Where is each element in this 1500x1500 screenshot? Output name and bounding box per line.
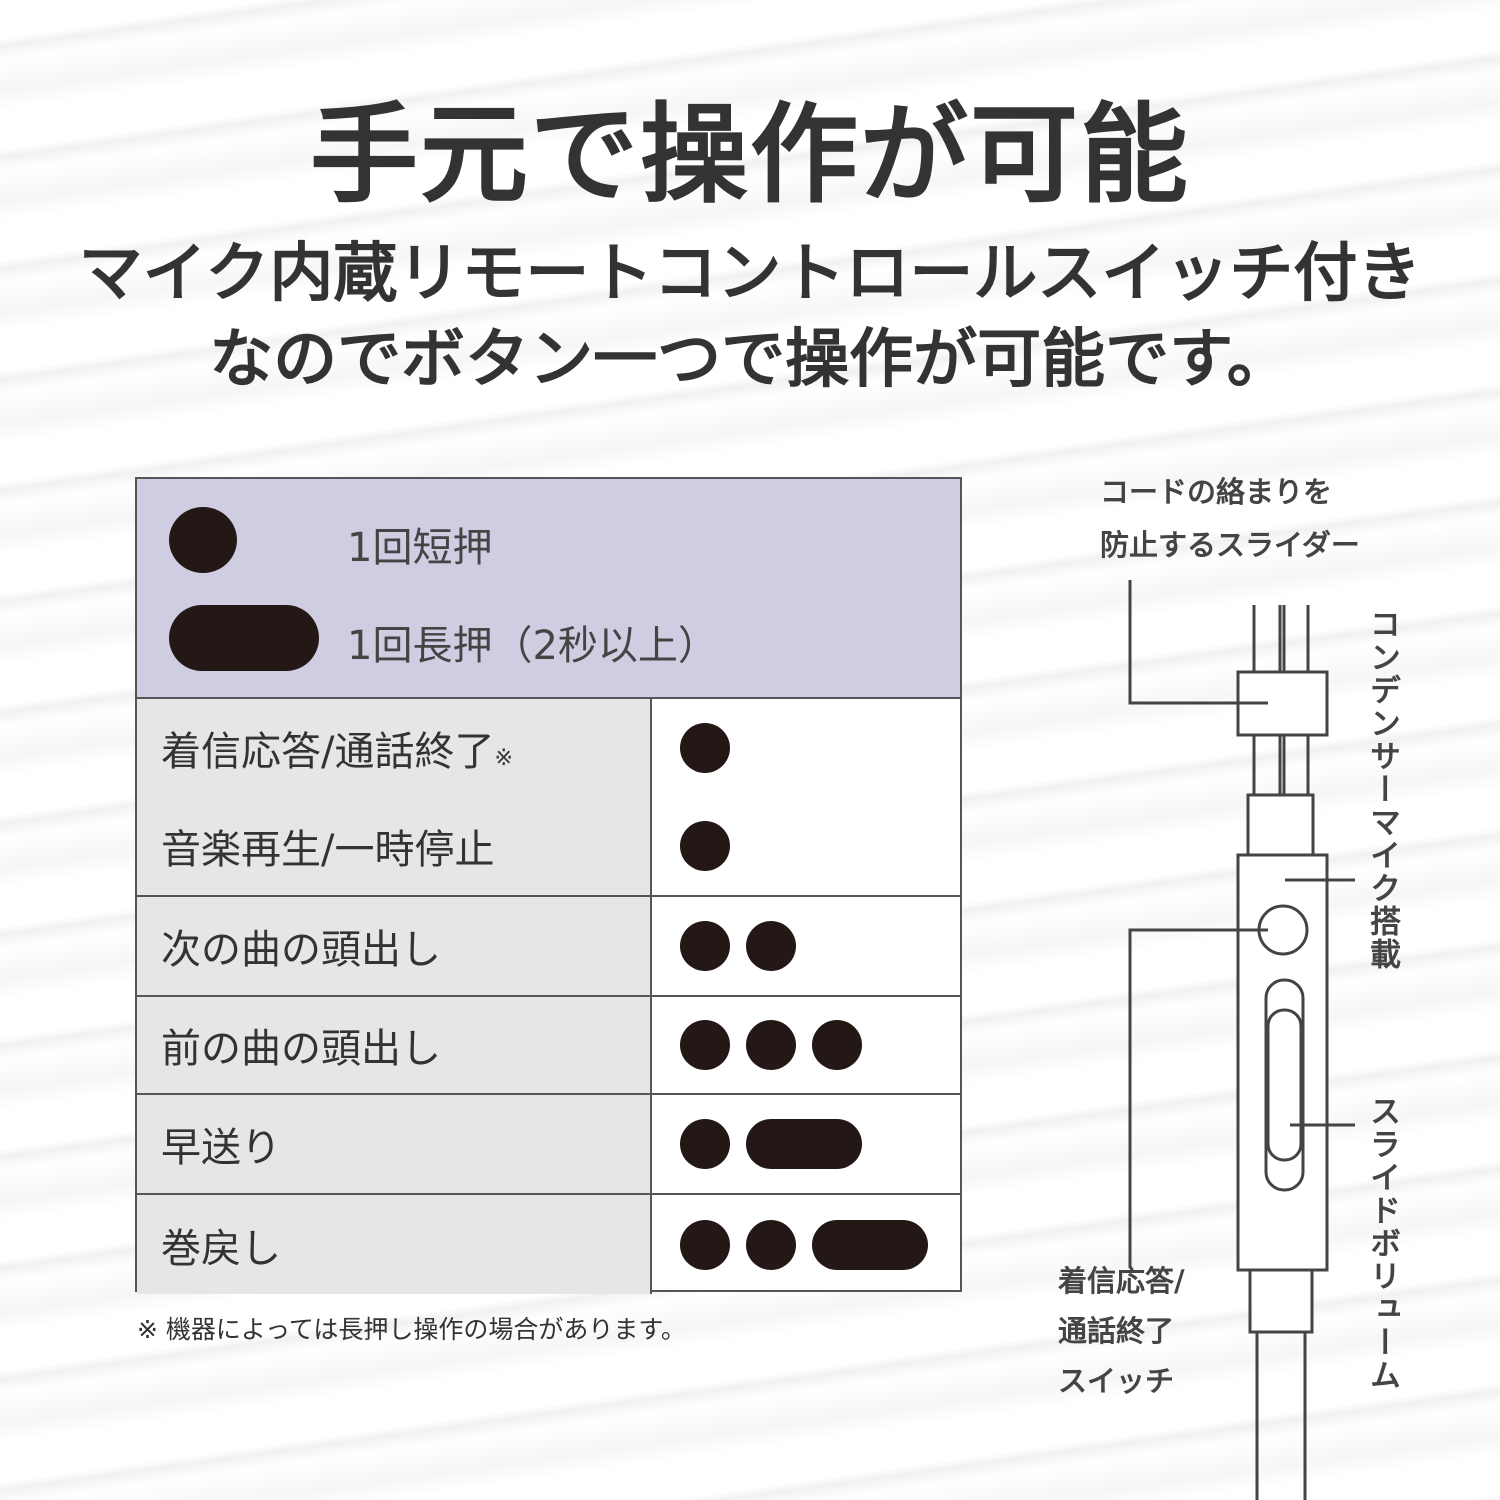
table-row: 巻戻し <box>137 1195 960 1294</box>
upper-sleeve <box>1246 793 1315 857</box>
switch-leader-line <box>1128 928 1268 1268</box>
short-press-dot-icon <box>812 1020 862 1070</box>
short-press-dot-icon <box>680 821 730 871</box>
switch-label-1: 着信応答/ <box>1058 1264 1185 1298</box>
long-press-pill-icon <box>746 1119 862 1169</box>
volume-track <box>1264 978 1305 1192</box>
subtitle-line-1: マイク内蔵リモートコントロールスイッチ付き <box>78 237 1422 311</box>
operation-cell: 次の曲の頭出し <box>137 897 652 995</box>
switch-label-2: 通話終了 <box>1058 1314 1175 1348</box>
operation-text: 前の曲の頭出し <box>161 1026 441 1072</box>
pattern-cell <box>652 1195 960 1294</box>
slider-leader-line <box>1128 580 1268 705</box>
pattern-cell <box>652 1095 960 1193</box>
note-mark: ※ <box>494 746 513 771</box>
operation-label: 着信応答/通話終了※ <box>161 719 650 777</box>
short-press-dot-icon <box>680 921 730 971</box>
table-row: 早送り <box>137 1095 960 1195</box>
press-pattern <box>680 723 960 773</box>
pattern-cell <box>652 997 960 1093</box>
pattern-cell <box>652 699 960 895</box>
page-title: 手元で操作が可能 <box>309 93 1190 218</box>
press-pattern <box>680 1119 960 1169</box>
remote-body <box>1236 853 1329 1272</box>
operation-cell: 早送り <box>137 1095 652 1193</box>
mic-label: コンデンサーマイク搭載 <box>1364 608 1400 971</box>
press-pattern <box>680 1020 960 1070</box>
lower-sleeve <box>1248 1268 1314 1334</box>
table-row: 着信応答/通話終了※ 音楽再生/一時停止 <box>137 699 960 897</box>
operation-label: 巻戻し <box>161 1216 650 1274</box>
legend: 1回短押 1回長押（2秒以上） <box>137 479 960 699</box>
operation-cell: 前の曲の頭出し <box>137 997 652 1093</box>
operation-text: 音楽再生/一時停止 <box>161 827 495 873</box>
short-press-dot-icon <box>746 1219 796 1270</box>
short-press-dot-icon <box>746 921 796 971</box>
long-press-pill-icon <box>169 605 319 671</box>
legend-long-label: 1回長押（2秒以上） <box>347 623 718 669</box>
table-row: 次の曲の頭出し <box>137 897 960 997</box>
operation-text: 早送り <box>161 1125 281 1171</box>
volume-thumb <box>1266 1008 1303 1162</box>
short-press-dot-icon <box>680 1119 730 1169</box>
footnote: ※ 機器によっては長押し操作の場合があります。 <box>137 1315 686 1344</box>
operation-label: 次の曲の頭出し <box>161 917 650 975</box>
operation-text: 巻戻し <box>161 1225 281 1272</box>
pattern-cell <box>652 897 960 995</box>
operation-cell: 着信応答/通話終了※ 音楽再生/一時停止 <box>137 699 652 895</box>
short-press-dot-icon <box>680 1020 730 1070</box>
volume-label: スライドボリューム <box>1364 1095 1400 1392</box>
switch-label-3: スイッチ <box>1058 1364 1175 1398</box>
slider-label-2: 防止するスライダー <box>1100 528 1360 562</box>
press-pattern <box>680 1219 960 1270</box>
short-press-dot-icon <box>169 507 237 573</box>
operation-label: 早送り <box>161 1115 650 1173</box>
operation-text: 次の曲の頭出し <box>161 927 441 973</box>
short-press-dot-icon <box>680 723 730 773</box>
operation-text: 着信応答/通話終了 <box>161 729 495 775</box>
press-pattern <box>680 921 960 971</box>
legend-short-label: 1回短押 <box>347 525 493 571</box>
operation-table: 1回短押 1回長押（2秒以上） 着信応答/通話終了※ 音楽再生/一時停止 次の曲の頭… <box>135 477 962 1294</box>
operation-label: 前の曲の頭出し <box>161 1016 650 1074</box>
operation-label: 音楽再生/一時停止 <box>161 817 650 875</box>
table-row: 前の曲の頭出し <box>137 997 960 1095</box>
short-press-dot-icon <box>680 1219 730 1270</box>
subtitle-line-2: なのでボタン一つで操作が可能です。 <box>209 323 1291 397</box>
slider-label-1: コードの絡まりを <box>1100 475 1333 509</box>
long-press-pill-icon <box>812 1219 928 1270</box>
short-press-dot-icon <box>746 1020 796 1070</box>
press-pattern <box>680 821 960 871</box>
operation-cell: 巻戻し <box>137 1195 652 1294</box>
